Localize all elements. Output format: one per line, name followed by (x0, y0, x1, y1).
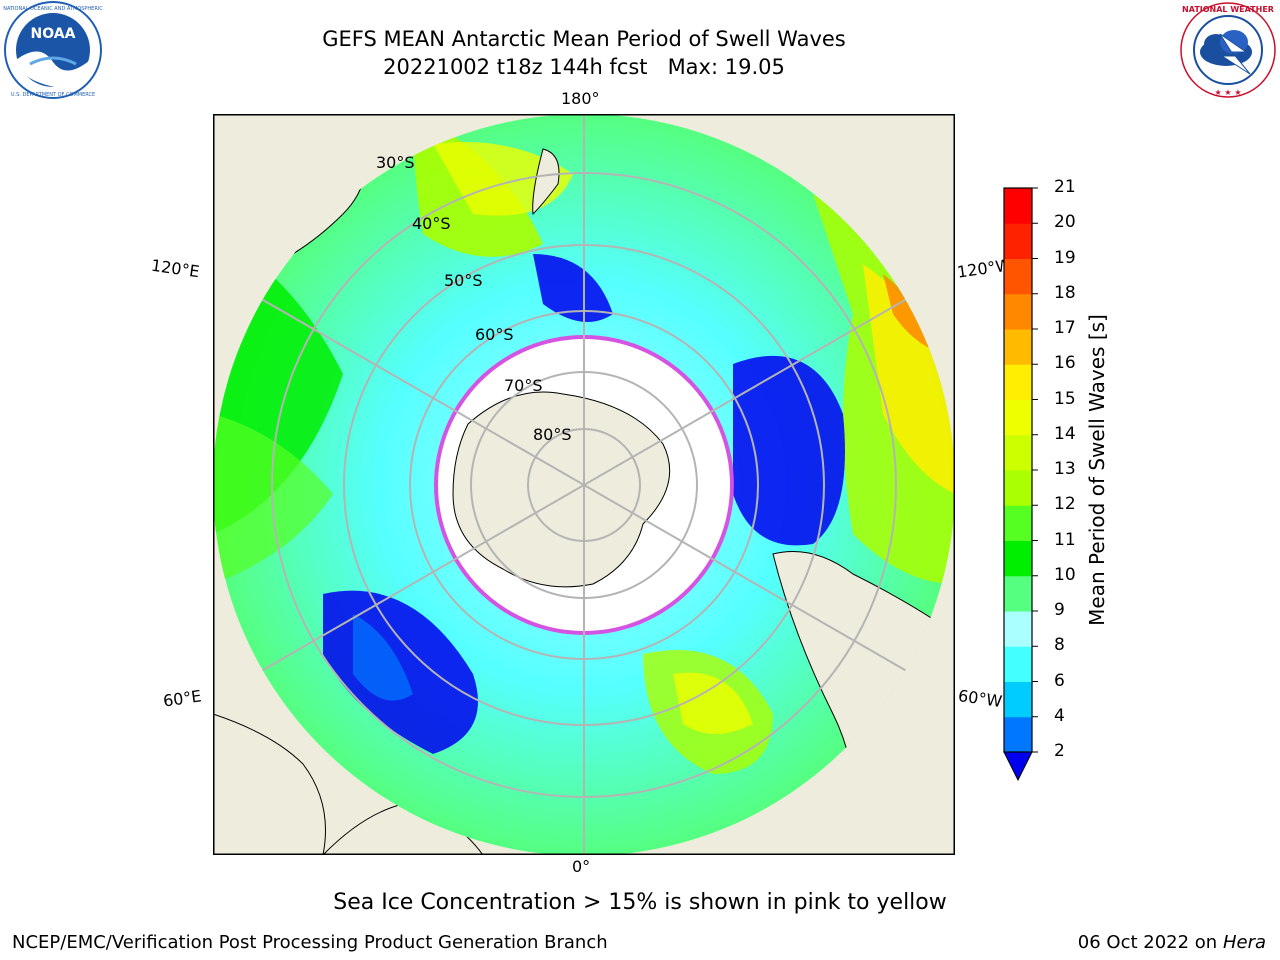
colorbar-tick-label: 10 (1054, 564, 1076, 585)
svg-text:★ ★ ★: ★ ★ ★ (1214, 88, 1241, 97)
colorbar-bin (1004, 540, 1032, 577)
noaa-logo: NOAA NATIONAL OCEANIC AND ATMOSPHERIC U.… (0, 0, 106, 104)
footer-date: 06 Oct 2022 on Hera (1078, 932, 1266, 953)
colorbar-bin (1004, 646, 1032, 682)
colorbar-tick-label: 2 (1054, 741, 1065, 761)
chart-title: GEFS MEAN Antarctic Mean Period of Swell… (322, 27, 846, 51)
colorbar-bin (1004, 399, 1032, 436)
polar-map (213, 114, 955, 855)
colorbar-bin (1004, 223, 1032, 259)
chart-subtitle: 20221002 t18z 144h fcst Max: 19.05 (383, 55, 785, 79)
lat-label-70s: 70°S (504, 376, 543, 395)
colorbar-tick-label: 12 (1054, 494, 1076, 515)
map-frame-content (213, 114, 955, 855)
colorbar-bin (1004, 681, 1032, 718)
lon-label-120e: 120°E (149, 255, 201, 282)
lon-label-180: 180° (561, 89, 600, 108)
colorbar-bin (1004, 364, 1032, 400)
lon-label-0: 0° (572, 857, 591, 876)
footer-host: Hera (1222, 932, 1266, 953)
colorbar-tick-label: 6 (1054, 670, 1065, 691)
colorbar-tick-label: 4 (1054, 705, 1065, 726)
colorbar-extend-min (1003, 751, 1033, 782)
lon-label-60w: 60°W (956, 686, 1004, 711)
new-zealand-landmass (532, 148, 560, 216)
nws-logo: NATIONAL WEATHER ★ ★ ★ (1176, 0, 1280, 104)
colorbar-tick-label: 15 (1054, 388, 1076, 409)
colorbar-bin (1004, 329, 1032, 365)
svg-text:NOAA: NOAA (31, 26, 76, 42)
colorbar-bin (1004, 434, 1032, 471)
sea-ice-caption: Sea Ice Concentration > 15% is shown in … (333, 890, 947, 915)
lat-label-30s: 30°S (376, 153, 415, 172)
colorbar-bin (1004, 188, 1032, 224)
graticule (213, 114, 955, 855)
lat-label-80s: 80°S (533, 425, 572, 444)
colorbar (1000, 186, 1040, 786)
colorbar-bin (1004, 575, 1032, 612)
colorbar-bin (1004, 258, 1032, 295)
lat-label-40s: 40°S (412, 214, 451, 233)
svg-text:NATIONAL WEATHER: NATIONAL WEATHER (1182, 5, 1274, 14)
lon-label-60e: 60°E (161, 686, 203, 711)
colorbar-tick-label: 8 (1054, 635, 1065, 656)
colorbar-tick-label: 11 (1054, 529, 1076, 550)
lat-label-50s: 50°S (444, 271, 483, 290)
colorbar-tick-label: 13 (1054, 459, 1076, 479)
map-border (213, 114, 955, 855)
colorbar-label: Mean Period of Swell Waves [s] (1085, 314, 1109, 626)
svg-text:U.S. DEPARTMENT OF COMMERCE: U.S. DEPARTMENT OF COMMERCE (11, 92, 95, 98)
footer-date-text: 06 Oct 2022 on (1077, 932, 1218, 953)
colorbar-bin (1004, 716, 1032, 753)
colorbar-tick-label: 16 (1054, 353, 1076, 374)
lat-label-60s: 60°S (475, 325, 514, 344)
colorbar-bin (1004, 505, 1032, 541)
colorbar-tick-label: 19 (1054, 247, 1076, 268)
colorbar-tick-label: 17 (1054, 318, 1076, 338)
colorbar-bin (1004, 611, 1032, 647)
colorbar-tick-label: 20 (1054, 212, 1076, 233)
footer-credit: NCEP/EMC/Verification Post Processing Pr… (12, 932, 608, 953)
colorbar-tick-label: 18 (1054, 282, 1076, 303)
colorbar-bin (1004, 470, 1032, 506)
colorbar-bin (1004, 293, 1032, 330)
swell-field (213, 114, 955, 855)
colorbar-tick-label: 21 (1054, 177, 1076, 197)
colorbar-tick-label: 14 (1054, 423, 1076, 444)
svg-text:NATIONAL OCEANIC AND ATMOSPHER: NATIONAL OCEANIC AND ATMOSPHERIC (3, 6, 103, 12)
colorbar-tick-label: 9 (1054, 600, 1065, 620)
